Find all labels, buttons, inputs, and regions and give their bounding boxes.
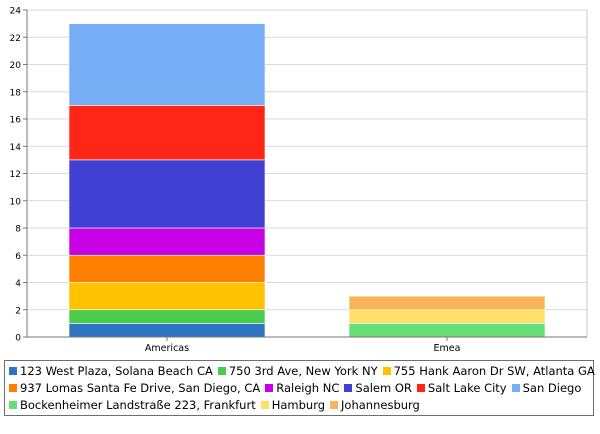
bars: [68, 23, 546, 338]
legend-label: 937 Lomas Santa Fe Drive, San Diego, CA: [20, 381, 261, 395]
bar-segment: [68, 227, 266, 256]
legend-item: 750 3rd Ave, New York NY: [217, 364, 378, 378]
bar-segment: [68, 309, 266, 324]
legend-label: Salt Lake City: [427, 381, 507, 395]
legend-row: Bockenheimer Landstraße 223, Frankfurt Ha…: [9, 396, 425, 414]
legend-label: Salem OR: [355, 381, 412, 395]
legend-swatch: [344, 384, 353, 392]
legend-label: 123 West Plaza, Solana Beach CA: [20, 364, 213, 378]
legend-item: 937 Lomas Santa Fe Drive, San Diego, CA: [9, 381, 260, 395]
y-tick-label: 6: [15, 252, 21, 262]
bar-segment: [68, 159, 266, 229]
y-tick-label: 16: [10, 116, 22, 126]
bar-segment: [68, 282, 266, 311]
legend-item: 123 West Plaza, Solana Beach CA: [9, 364, 213, 378]
bar-segment: [68, 105, 266, 161]
legend-label: 750 3rd Ave, New York NY: [228, 364, 378, 378]
legend-item: Bockenheimer Landstraße 223, Frankfurt: [9, 398, 256, 412]
legend-item: Raleigh NC: [265, 381, 339, 395]
legend-swatch: [265, 384, 274, 392]
legend-item: Salem OR: [344, 381, 412, 395]
legend-row: 123 West Plaza, Solana Beach CA 750 3rd A…: [9, 362, 600, 380]
y-tick-label: 4: [15, 279, 21, 289]
legend-swatch: [511, 384, 520, 392]
y-tick-label: 8: [15, 225, 21, 235]
legend-item: Salt Lake City: [416, 381, 507, 395]
legend-swatch: [9, 367, 17, 375]
legend-label: Raleigh NC: [276, 381, 340, 395]
legend-label: Bockenheimer Landstraße 223, Frankfurt: [20, 398, 256, 412]
legend-item: Johannesburg: [330, 398, 420, 412]
legend-swatch: [416, 384, 425, 392]
y-tick-label: 20: [10, 61, 22, 71]
bar-segment: [348, 309, 546, 324]
legend-label: Johannesburg: [341, 398, 420, 412]
legend-swatch: [9, 401, 17, 409]
legend-item: San Diego: [511, 381, 582, 395]
bar-segment: [68, 254, 266, 283]
x-tick-label: Americas: [145, 343, 189, 354]
y-tick-label: 14: [10, 143, 22, 153]
y-tick-label: 2: [15, 306, 21, 316]
y-tick-label: 22: [10, 34, 21, 44]
legend: 123 West Plaza, Solana Beach CA 750 3rd A…: [4, 360, 595, 416]
legend-swatch: [217, 367, 226, 375]
y-tick-label: 10: [10, 197, 22, 207]
legend-swatch: [9, 384, 17, 392]
y-tick-label: 12: [10, 170, 21, 180]
legend-label: Hamburg: [271, 398, 326, 412]
legend-swatch: [382, 367, 391, 375]
x-tick-label: Emea: [434, 343, 461, 354]
legend-item: 755 Hank Aaron Dr SW, Atlanta GA: [382, 364, 595, 378]
y-tick-label: 24: [10, 7, 22, 17]
legend-item: Hamburg: [260, 398, 326, 412]
bar-segment: [68, 323, 266, 338]
legend-swatch: [260, 401, 269, 409]
legend-label: 755 Hank Aaron Dr SW, Atlanta GA: [393, 364, 595, 378]
y-tick-label: 18: [10, 88, 22, 98]
legend-label: San Diego: [522, 381, 582, 395]
bar-segment: [68, 23, 266, 106]
y-tick-label: 0: [15, 334, 21, 344]
bar-segment: [348, 295, 546, 311]
legend-swatch: [330, 401, 339, 409]
bar-segment: [348, 323, 546, 338]
legend-row: 937 Lomas Santa Fe Drive, San Diego, CA R…: [9, 379, 586, 397]
